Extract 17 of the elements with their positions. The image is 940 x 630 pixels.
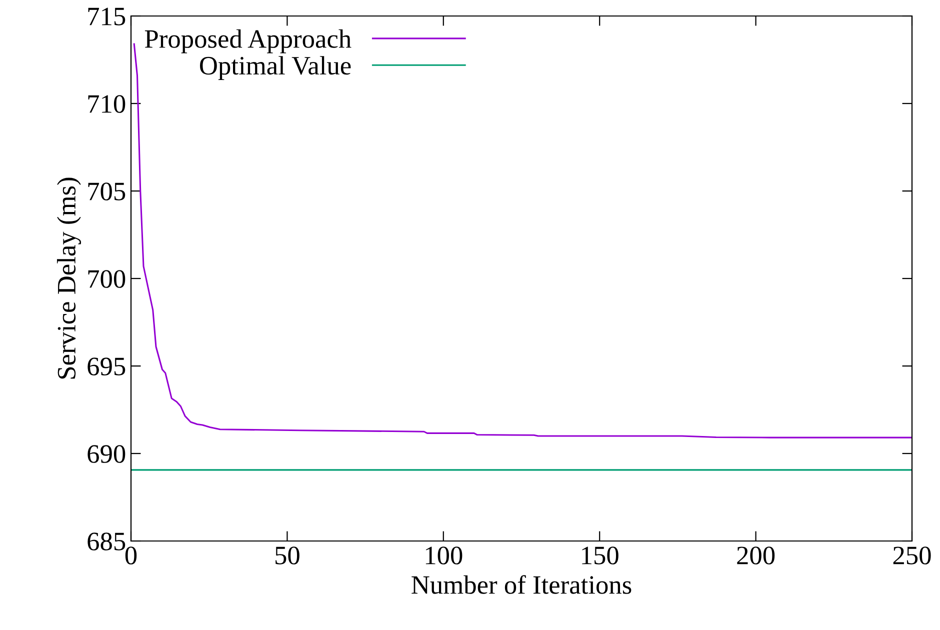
y-tick-label: 705: [88, 182, 126, 200]
y-tick-label: 695: [88, 358, 126, 376]
x-tick-label: 150: [582, 546, 618, 564]
y-tick-label: 710: [88, 95, 126, 113]
legend-label: Optimal Value: [200, 56, 351, 80]
x-tick-label: 0: [125, 546, 137, 564]
y-tick-label: 685: [88, 532, 126, 550]
y-tick-label: 700: [88, 270, 126, 288]
x-axis-title: Number of Iterations: [412, 575, 632, 594]
legend-label: Proposed Approach: [144, 29, 352, 54]
y-tick-label: 715: [88, 8, 126, 26]
x-tick-label: 250: [893, 546, 931, 564]
x-tick-label: 50: [276, 546, 300, 564]
y-axis-title: Service Delay (ms): [56, 178, 81, 379]
x-tick-label: 200: [737, 546, 775, 564]
y-tick-label: 690: [88, 445, 126, 463]
x-tick-label: 100: [426, 546, 462, 564]
